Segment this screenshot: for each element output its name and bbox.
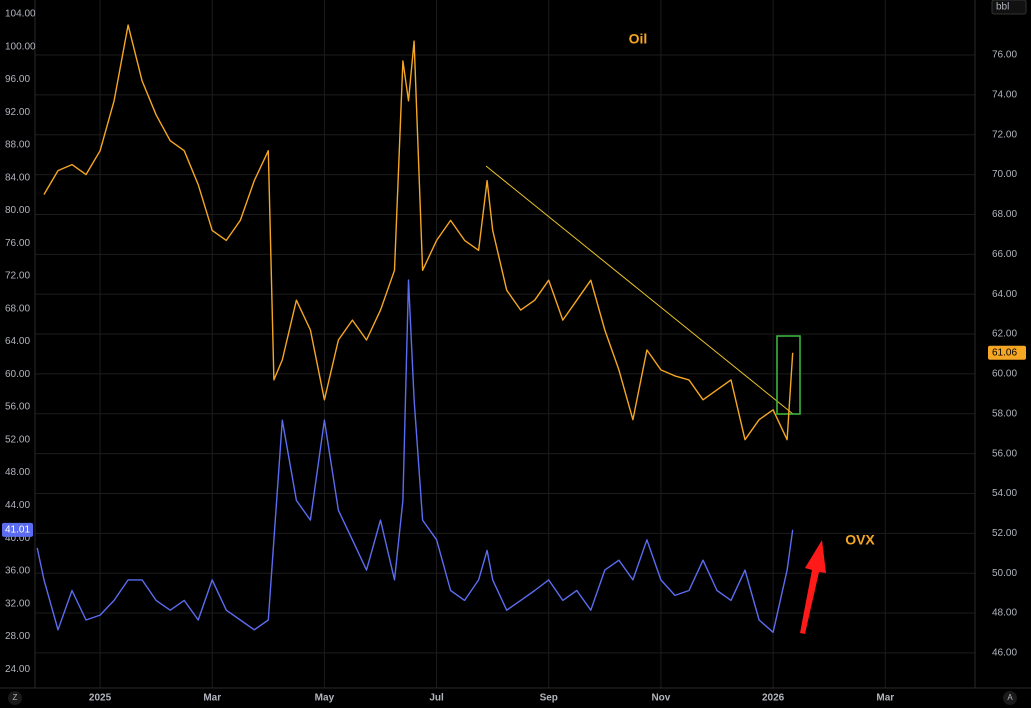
y2-tick-label: 54.00 — [992, 488, 1017, 499]
y2-tick-label: 48.00 — [992, 608, 1017, 619]
y2-tick-label: 66.00 — [992, 249, 1017, 260]
trendline — [485, 165, 794, 415]
oil-annotation: Oil — [629, 31, 648, 47]
y-tick-label: 68.00 — [5, 303, 30, 314]
y-tick-label: 60.00 — [5, 369, 30, 380]
unit-label[interactable]: bbl — [996, 2, 1009, 13]
y2-tick-label: 58.00 — [992, 408, 1017, 419]
y2-tick-label: 70.00 — [992, 169, 1017, 180]
x-tick-label: Mar — [203, 693, 221, 704]
y-tick-label: 96.00 — [5, 74, 30, 85]
last-value-label: 41.01 — [5, 524, 30, 535]
y-tick-label: 32.00 — [5, 598, 30, 609]
last-value-tag — [2, 522, 33, 537]
y-tick-label: 24.00 — [5, 664, 30, 675]
y-tick-label: 44.00 — [5, 500, 30, 511]
y-tick-label: 100.00 — [5, 41, 36, 52]
series-line — [36, 279, 794, 633]
y-tick-label: 52.00 — [5, 434, 30, 445]
plot — [36, 24, 794, 633]
x-tick-label: 2025 — [89, 693, 112, 704]
x-tick-label: Sep — [540, 693, 558, 704]
y-tick-label: 76.00 — [5, 238, 30, 249]
x-tick-label: Mar — [876, 693, 894, 704]
y2-tick-label: 60.00 — [992, 369, 1017, 380]
x-tick-label: Nov — [651, 693, 670, 704]
y-tick-label: 56.00 — [5, 402, 30, 413]
y-tick-label: 88.00 — [5, 140, 30, 151]
y2-tick-label: 46.00 — [992, 648, 1017, 659]
y-tick-label: 92.00 — [5, 107, 30, 118]
axes: 2025 Mar May Jul Sep Nov 2026 Mar 46.00 48.00 50.0… — [2, 9, 1026, 704]
y-tick-label: 104.00 — [5, 9, 36, 20]
y-tick-label: 72.00 — [5, 271, 30, 282]
red-arrow — [800, 540, 826, 634]
zoom-button[interactable] — [8, 691, 22, 705]
y-tick-label: 28.00 — [5, 631, 30, 642]
y-tick-label: 64.00 — [5, 336, 30, 347]
y-tick-label: 36.00 — [5, 566, 30, 577]
y2-tick-label: 62.00 — [992, 329, 1017, 340]
y2-tick-label: 68.00 — [992, 209, 1017, 220]
y2-tick-label: 76.00 — [992, 50, 1017, 61]
ovx-annotation: OVX — [845, 532, 875, 548]
y-tick-label: 48.00 — [5, 467, 30, 478]
y2-tick-label: 56.00 — [992, 448, 1017, 459]
zoom-label[interactable]: Z — [13, 693, 18, 702]
x-tick-label: Jul — [429, 693, 444, 704]
x-tick-label: May — [315, 693, 335, 704]
y-tick-label: 80.00 — [5, 205, 30, 216]
y-tick-label: 40.00 — [5, 533, 30, 544]
y-tick-label: 84.00 — [5, 172, 30, 183]
auto-button[interactable] — [1003, 691, 1017, 705]
y2-tick-label: 52.00 — [992, 528, 1017, 539]
unit-button[interactable] — [991, 0, 1027, 15]
series-line — [43, 24, 794, 441]
auto-label[interactable]: A — [1007, 693, 1013, 702]
last-value-label: 61.06 — [992, 347, 1017, 358]
y2-tick-label: 72.00 — [992, 129, 1017, 140]
last-value-tag — [988, 345, 1026, 360]
y2-tick-label: 74.00 — [992, 90, 1017, 101]
y2-tick-label: 64.00 — [992, 289, 1017, 300]
x-tick-label: 2026 — [762, 693, 785, 704]
y2-tick-label: 50.00 — [992, 568, 1017, 579]
grid — [35, 0, 975, 688]
